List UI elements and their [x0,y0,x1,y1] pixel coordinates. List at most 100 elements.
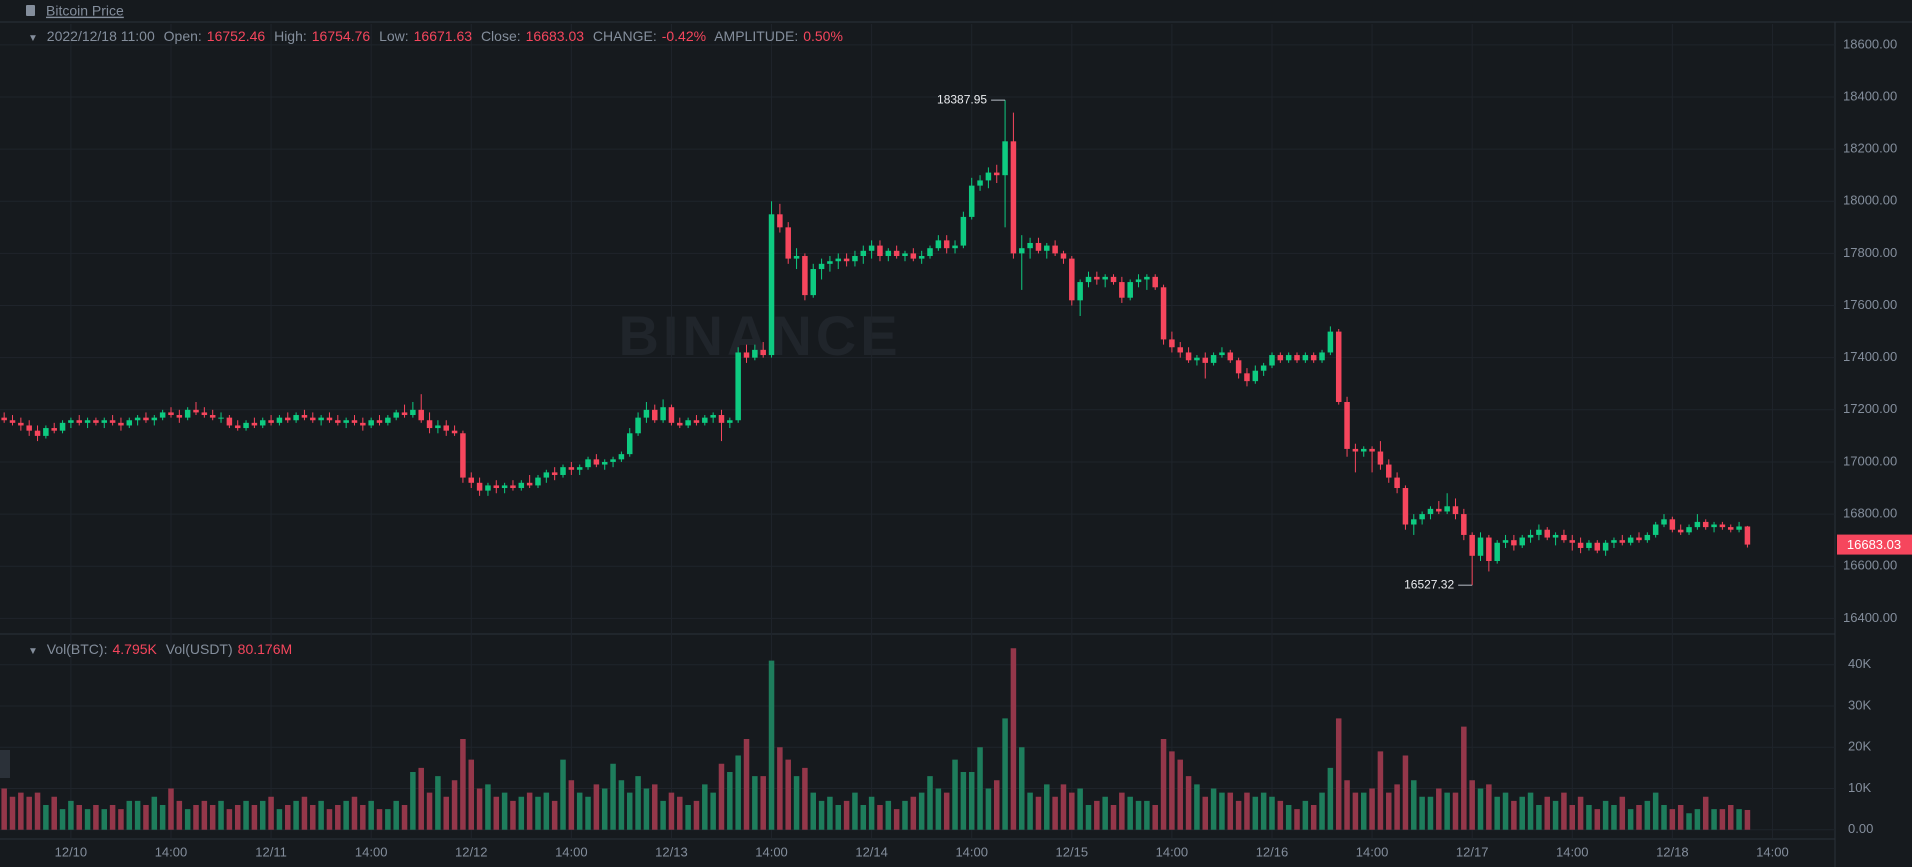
candle-body [1260,365,1267,371]
volume-bar [276,809,283,830]
candle-body [902,253,908,257]
volume-bar [1444,792,1450,830]
volume-bar [168,788,174,830]
candle-body [643,409,650,418]
low-value: 16671.63 [413,28,473,44]
collapse-arrow[interactable]: ▼ [28,646,38,657]
volume-bar [285,805,291,830]
volume-bar [610,763,616,830]
volume-bar [143,805,149,830]
volume-bar [468,759,475,830]
volume-bar [34,792,41,830]
vol-btc-label: Vol(BTC): [46,641,108,657]
volume-bar [618,780,625,830]
volume-bar [1352,792,1359,830]
volume-bar [368,800,374,830]
x-tick-label: 14:00 [955,844,988,859]
volume-bar [243,800,249,830]
volume-bar [1711,809,1717,830]
volume-bar [1210,788,1217,830]
candle-body [1569,540,1576,543]
volume-bar [1469,780,1475,830]
volume-bar [1135,800,1142,830]
volume-bar [902,800,908,830]
candle-body [1277,355,1284,361]
volume-bar [1344,780,1350,830]
volume-bar [1527,792,1534,830]
volume-bar [576,792,583,830]
volume-bar [1602,800,1609,830]
candle-body [585,459,591,468]
volume-bar [84,809,91,830]
candle-body [143,417,149,421]
candle-body [401,412,408,416]
volume-bar [343,800,349,830]
candle-body [868,245,875,251]
candle-body [26,425,32,431]
volume-bar [1744,809,1751,830]
candle-body [443,425,449,431]
candle-body [601,461,608,465]
x-tick-label: 12/13 [655,844,688,859]
volume-bar [1552,800,1559,830]
volume-bar [868,796,875,830]
volume-bar [68,800,74,830]
candle-body [1427,508,1434,515]
candle-body [101,420,108,423]
candle-body [1202,357,1209,363]
change-label: CHANGE: [592,28,657,44]
candle-body [635,417,641,434]
candle-body [1486,537,1492,562]
side-tab[interactable] [0,750,10,778]
candle-body [718,415,725,423]
candle-body [1319,352,1325,361]
volume-bar [518,796,525,830]
candle-body [1602,542,1609,551]
y-tick-label: 10K [1848,780,1871,795]
volume-bar [1386,792,1392,830]
volume-bar [626,792,633,830]
volume-bar [752,776,758,830]
page-title[interactable]: Bitcoin Price [46,3,124,19]
volume-bar [1611,805,1617,830]
candle-body [501,485,508,489]
candle-body [351,420,358,423]
candle-body [410,409,416,416]
volume-bar [1227,792,1234,830]
volume-bar [1661,805,1667,830]
volume-bar [376,809,383,830]
candle-body [1544,529,1550,538]
vol-usdt-value: 80.176M [237,641,293,657]
collapse-arrow[interactable]: ▼ [28,33,38,44]
candle-body [68,420,74,423]
volume-bar [510,800,516,830]
open-value: 16752.46 [206,28,266,44]
close-value: 16683.03 [525,28,585,44]
y-tick-label: 0.00 [1848,821,1873,836]
volume-bar [535,796,541,830]
volume-bar [1310,805,1317,830]
y-tick-label: 17600.00 [1843,297,1897,312]
volume-bar [443,796,449,830]
x-tick-label: 12/16 [1256,844,1289,859]
candle-body [1169,339,1175,348]
doc-icon [26,5,35,16]
candle-body [1244,373,1250,382]
time: 2022/12/18 11:00 [46,28,155,44]
volume-bar [677,796,683,830]
candle-body [1094,276,1100,280]
candle-body [777,214,783,228]
candle-body [201,412,208,416]
volume-bar [109,805,116,830]
volume-bar [1702,796,1709,830]
volume-bar [501,792,508,830]
volume-bar [326,809,333,830]
candle-body [543,472,550,478]
volume-bar [59,809,66,830]
change-value: -0.42% [661,28,707,44]
volume-bar [268,796,274,830]
candle-body [376,420,383,423]
high-label: High: [274,28,307,44]
